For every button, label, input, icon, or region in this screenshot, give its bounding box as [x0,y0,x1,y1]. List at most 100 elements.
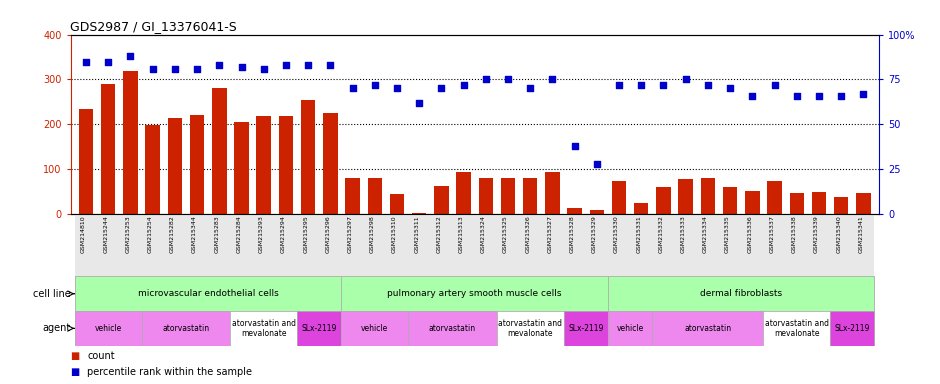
Text: GSM215283: GSM215283 [214,215,219,253]
Text: GSM215253: GSM215253 [125,215,131,253]
Bar [652,214,675,276]
Bar [123,71,137,214]
Bar [830,311,874,346]
Point [123,53,138,59]
Bar [75,311,142,346]
Bar [75,276,341,311]
Bar [497,214,519,276]
Bar [323,113,337,214]
Text: GSM215312: GSM215312 [436,215,442,253]
Text: GSM215341: GSM215341 [858,215,863,253]
Bar [790,193,804,214]
Bar [234,122,249,214]
Text: vehicle: vehicle [95,324,122,333]
Text: GSM215344: GSM215344 [192,215,197,253]
Text: GSM215340: GSM215340 [837,215,841,253]
Bar [719,214,742,276]
Text: cell line: cell line [33,289,70,299]
Point [101,58,116,65]
Text: SLx-2119: SLx-2119 [302,324,337,333]
Bar [79,109,93,214]
Point [212,62,227,68]
Bar [253,214,274,276]
Bar [767,180,782,214]
Point [767,82,782,88]
Bar [634,203,649,214]
Text: GSM215295: GSM215295 [303,215,308,253]
Point [257,66,272,72]
Bar [142,214,164,276]
Bar [408,311,497,346]
Bar [431,214,452,276]
Bar [652,311,763,346]
Text: GSM215329: GSM215329 [592,215,597,253]
Point [723,85,738,91]
Bar [341,214,364,276]
Bar [341,276,608,311]
Text: atorvastatin and
mevalonate: atorvastatin and mevalonate [765,319,829,338]
Text: GSM214810: GSM214810 [81,215,86,253]
Point [190,66,205,72]
Text: atorvastatin: atorvastatin [163,324,210,333]
Point [612,82,627,88]
Bar [700,178,715,214]
Bar [75,214,97,276]
Bar [475,214,497,276]
Text: GSM215294: GSM215294 [281,215,286,253]
Bar [230,214,253,276]
Text: GSM215331: GSM215331 [636,215,641,253]
Text: GSM215339: GSM215339 [814,215,819,253]
Point [167,66,182,72]
Bar [589,210,604,214]
Bar [434,186,448,214]
Bar [457,172,471,214]
Bar [167,118,182,214]
Bar [257,116,271,214]
Text: GSM215282: GSM215282 [170,215,175,253]
Bar [186,214,208,276]
Text: atorvastatin: atorvastatin [429,324,476,333]
Text: GSM215297: GSM215297 [348,215,352,253]
Point [678,76,693,83]
Text: GSM215311: GSM215311 [415,215,419,253]
Text: GSM215334: GSM215334 [703,215,708,253]
Bar [320,214,341,276]
Text: GSM215327: GSM215327 [547,215,553,253]
Text: ■: ■ [70,366,80,377]
Text: GSM215293: GSM215293 [258,215,264,253]
Bar [146,125,160,214]
Bar [630,214,652,276]
Text: GSM215332: GSM215332 [659,215,664,253]
Point [834,93,849,99]
Text: GDS2987 / GI_13376041-S: GDS2987 / GI_13376041-S [70,20,237,33]
Text: GSM215310: GSM215310 [392,215,397,253]
Bar [297,214,320,276]
Bar [608,311,652,346]
Bar [345,178,360,214]
Bar [856,193,870,214]
Point [478,76,494,83]
Point [656,82,671,88]
Bar [656,187,671,214]
Point [634,82,649,88]
Point [434,85,449,91]
Text: GSM215333: GSM215333 [681,215,685,253]
Text: pulmonary artery smooth muscle cells: pulmonary artery smooth muscle cells [387,289,562,298]
Point [589,161,604,167]
Text: atorvastatin and
mevalonate: atorvastatin and mevalonate [232,319,296,338]
Bar [523,178,538,214]
Point [79,58,94,65]
Point [456,82,471,88]
Bar [834,197,849,214]
Bar [545,172,559,214]
Text: SLx-2119: SLx-2119 [835,324,870,333]
Text: ■: ■ [70,351,80,361]
Text: atorvastatin: atorvastatin [684,324,731,333]
Bar [501,178,515,214]
Bar [786,214,807,276]
Text: GSM215328: GSM215328 [570,215,574,253]
Point [412,100,427,106]
Point [234,64,249,70]
Point [700,82,715,88]
Point [301,62,316,68]
